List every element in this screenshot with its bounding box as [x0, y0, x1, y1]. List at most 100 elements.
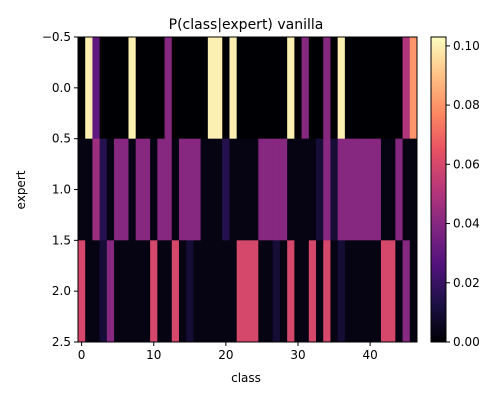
heatmap-cell: [99, 240, 108, 343]
heatmap-cell: [171, 240, 180, 343]
heatmap-cell: [99, 138, 108, 241]
heatmap-cell: [85, 240, 93, 343]
heatmap-cell: [359, 37, 367, 140]
y-axis-ticks: −0.5 0.0 0.5 1.0 1.5 2.0 2.5: [42, 30, 78, 349]
heatmap-cell: [236, 37, 245, 140]
heatmap-cell: [258, 240, 266, 343]
heatmap-cell: [287, 240, 295, 343]
heatmap-cell: [388, 138, 396, 241]
heatmap-cell: [402, 37, 411, 140]
heatmap-cell: [352, 37, 360, 140]
heatmap-cell: [251, 37, 259, 140]
heatmap-cell: [178, 37, 187, 140]
heatmap-cell: [243, 240, 252, 343]
heatmap-cell: [279, 240, 288, 343]
heatmap-cell: [308, 37, 317, 140]
heatmap-cell: [215, 37, 223, 140]
heatmap-cell: [128, 37, 137, 140]
heatmap-cell: [92, 37, 101, 140]
heatmap-cell: [142, 138, 151, 241]
heatmap-cell: [373, 37, 382, 140]
heatmap-cell: [308, 240, 317, 343]
heatmap-cell: [157, 37, 165, 140]
y-tick-label: 1.0: [52, 183, 71, 197]
x-tick-label: 30: [290, 348, 305, 362]
heatmap-cell: [395, 240, 403, 343]
heatmap-cell: [352, 138, 360, 241]
heatmap-cell: [301, 240, 310, 343]
heatmap-cell: [409, 240, 418, 343]
heatmap-cell: [200, 240, 209, 343]
y-tick-label: 0.0: [52, 81, 71, 95]
heatmap-cell: [395, 37, 403, 140]
heatmap-cell: [222, 138, 230, 241]
heatmap-cell: [193, 138, 202, 241]
heatmap-cell: [323, 37, 331, 140]
heatmap-cell: [128, 138, 137, 241]
heatmap-cell: [359, 138, 367, 241]
heatmap-cell: [330, 37, 339, 140]
heatmap-cell: [380, 240, 389, 343]
heatmap-cell: [279, 138, 288, 241]
colorbar-tick-label: 0.08: [453, 98, 480, 112]
heatmap-cell: [222, 37, 230, 140]
heatmap-cell: [142, 240, 151, 343]
heatmap-cell: [171, 37, 180, 140]
heatmap-cell: [99, 37, 108, 140]
heatmap-cell: [409, 37, 418, 140]
heatmap-cell: [409, 138, 418, 241]
heatmap-cell: [265, 240, 274, 343]
heatmap-cell: [121, 37, 129, 140]
heatmap-cell: [171, 138, 180, 241]
heatmap-cell: [106, 37, 115, 140]
x-axis-ticks: 0 10 20 30 40: [78, 342, 378, 362]
heatmap-cell: [402, 240, 411, 343]
heatmap-cell: [243, 37, 252, 140]
heatmap-cell: [373, 240, 382, 343]
heatmap-cell: [207, 138, 216, 241]
heatmap-cell: [388, 240, 396, 343]
heatmap-cell: [135, 240, 144, 343]
heatmap-cell: [164, 37, 173, 140]
heatmap-cell: [215, 240, 223, 343]
y-tick-label: 2.5: [52, 335, 71, 349]
heatmap-cell: [352, 240, 360, 343]
heatmap-cell: [114, 37, 122, 140]
heatmap-cell: [272, 240, 281, 343]
colorbar-tick-label: 0.00: [453, 335, 480, 349]
heatmap-cell: [337, 138, 346, 241]
heatmap-cell: [92, 240, 101, 343]
heatmap-cell: [395, 138, 403, 241]
heatmap-cell: [114, 138, 122, 241]
heatmap-cells: [78, 37, 418, 343]
heatmap-cell: [222, 240, 230, 343]
x-tick-label: 10: [146, 348, 161, 362]
heatmap-cell: [380, 37, 389, 140]
colorbar-tick-label: 0.06: [453, 157, 480, 171]
heatmap-cell: [78, 138, 86, 241]
heatmap-cell: [366, 240, 375, 343]
heatmap-cell: [287, 37, 295, 140]
colorbar-tick-label: 0.10: [453, 39, 480, 53]
heatmap-cell: [344, 240, 353, 343]
heatmap-cell: [265, 37, 274, 140]
heatmap-cell: [121, 240, 129, 343]
heatmap-cell: [380, 138, 389, 241]
heatmap-cell: [92, 138, 101, 241]
heatmap-cell: [85, 37, 93, 140]
heatmap-cell: [279, 37, 288, 140]
heatmap-cell: [135, 37, 144, 140]
heatmap-cell: [330, 240, 339, 343]
heatmap-cell: [251, 240, 259, 343]
heatmap-cell: [186, 240, 194, 343]
heatmap-cell: [323, 138, 331, 241]
colorbar-tick-label: 0.02: [453, 276, 480, 290]
heatmap-cell: [106, 138, 115, 241]
heatmap-cell: [114, 240, 122, 343]
colorbar: [430, 36, 447, 343]
heatmap-cell: [207, 37, 216, 140]
heatmap-cell: [301, 138, 310, 241]
y-tick-label: 2.0: [52, 284, 71, 298]
heatmap-cell: [157, 138, 165, 241]
heatmap-cell: [236, 138, 245, 241]
